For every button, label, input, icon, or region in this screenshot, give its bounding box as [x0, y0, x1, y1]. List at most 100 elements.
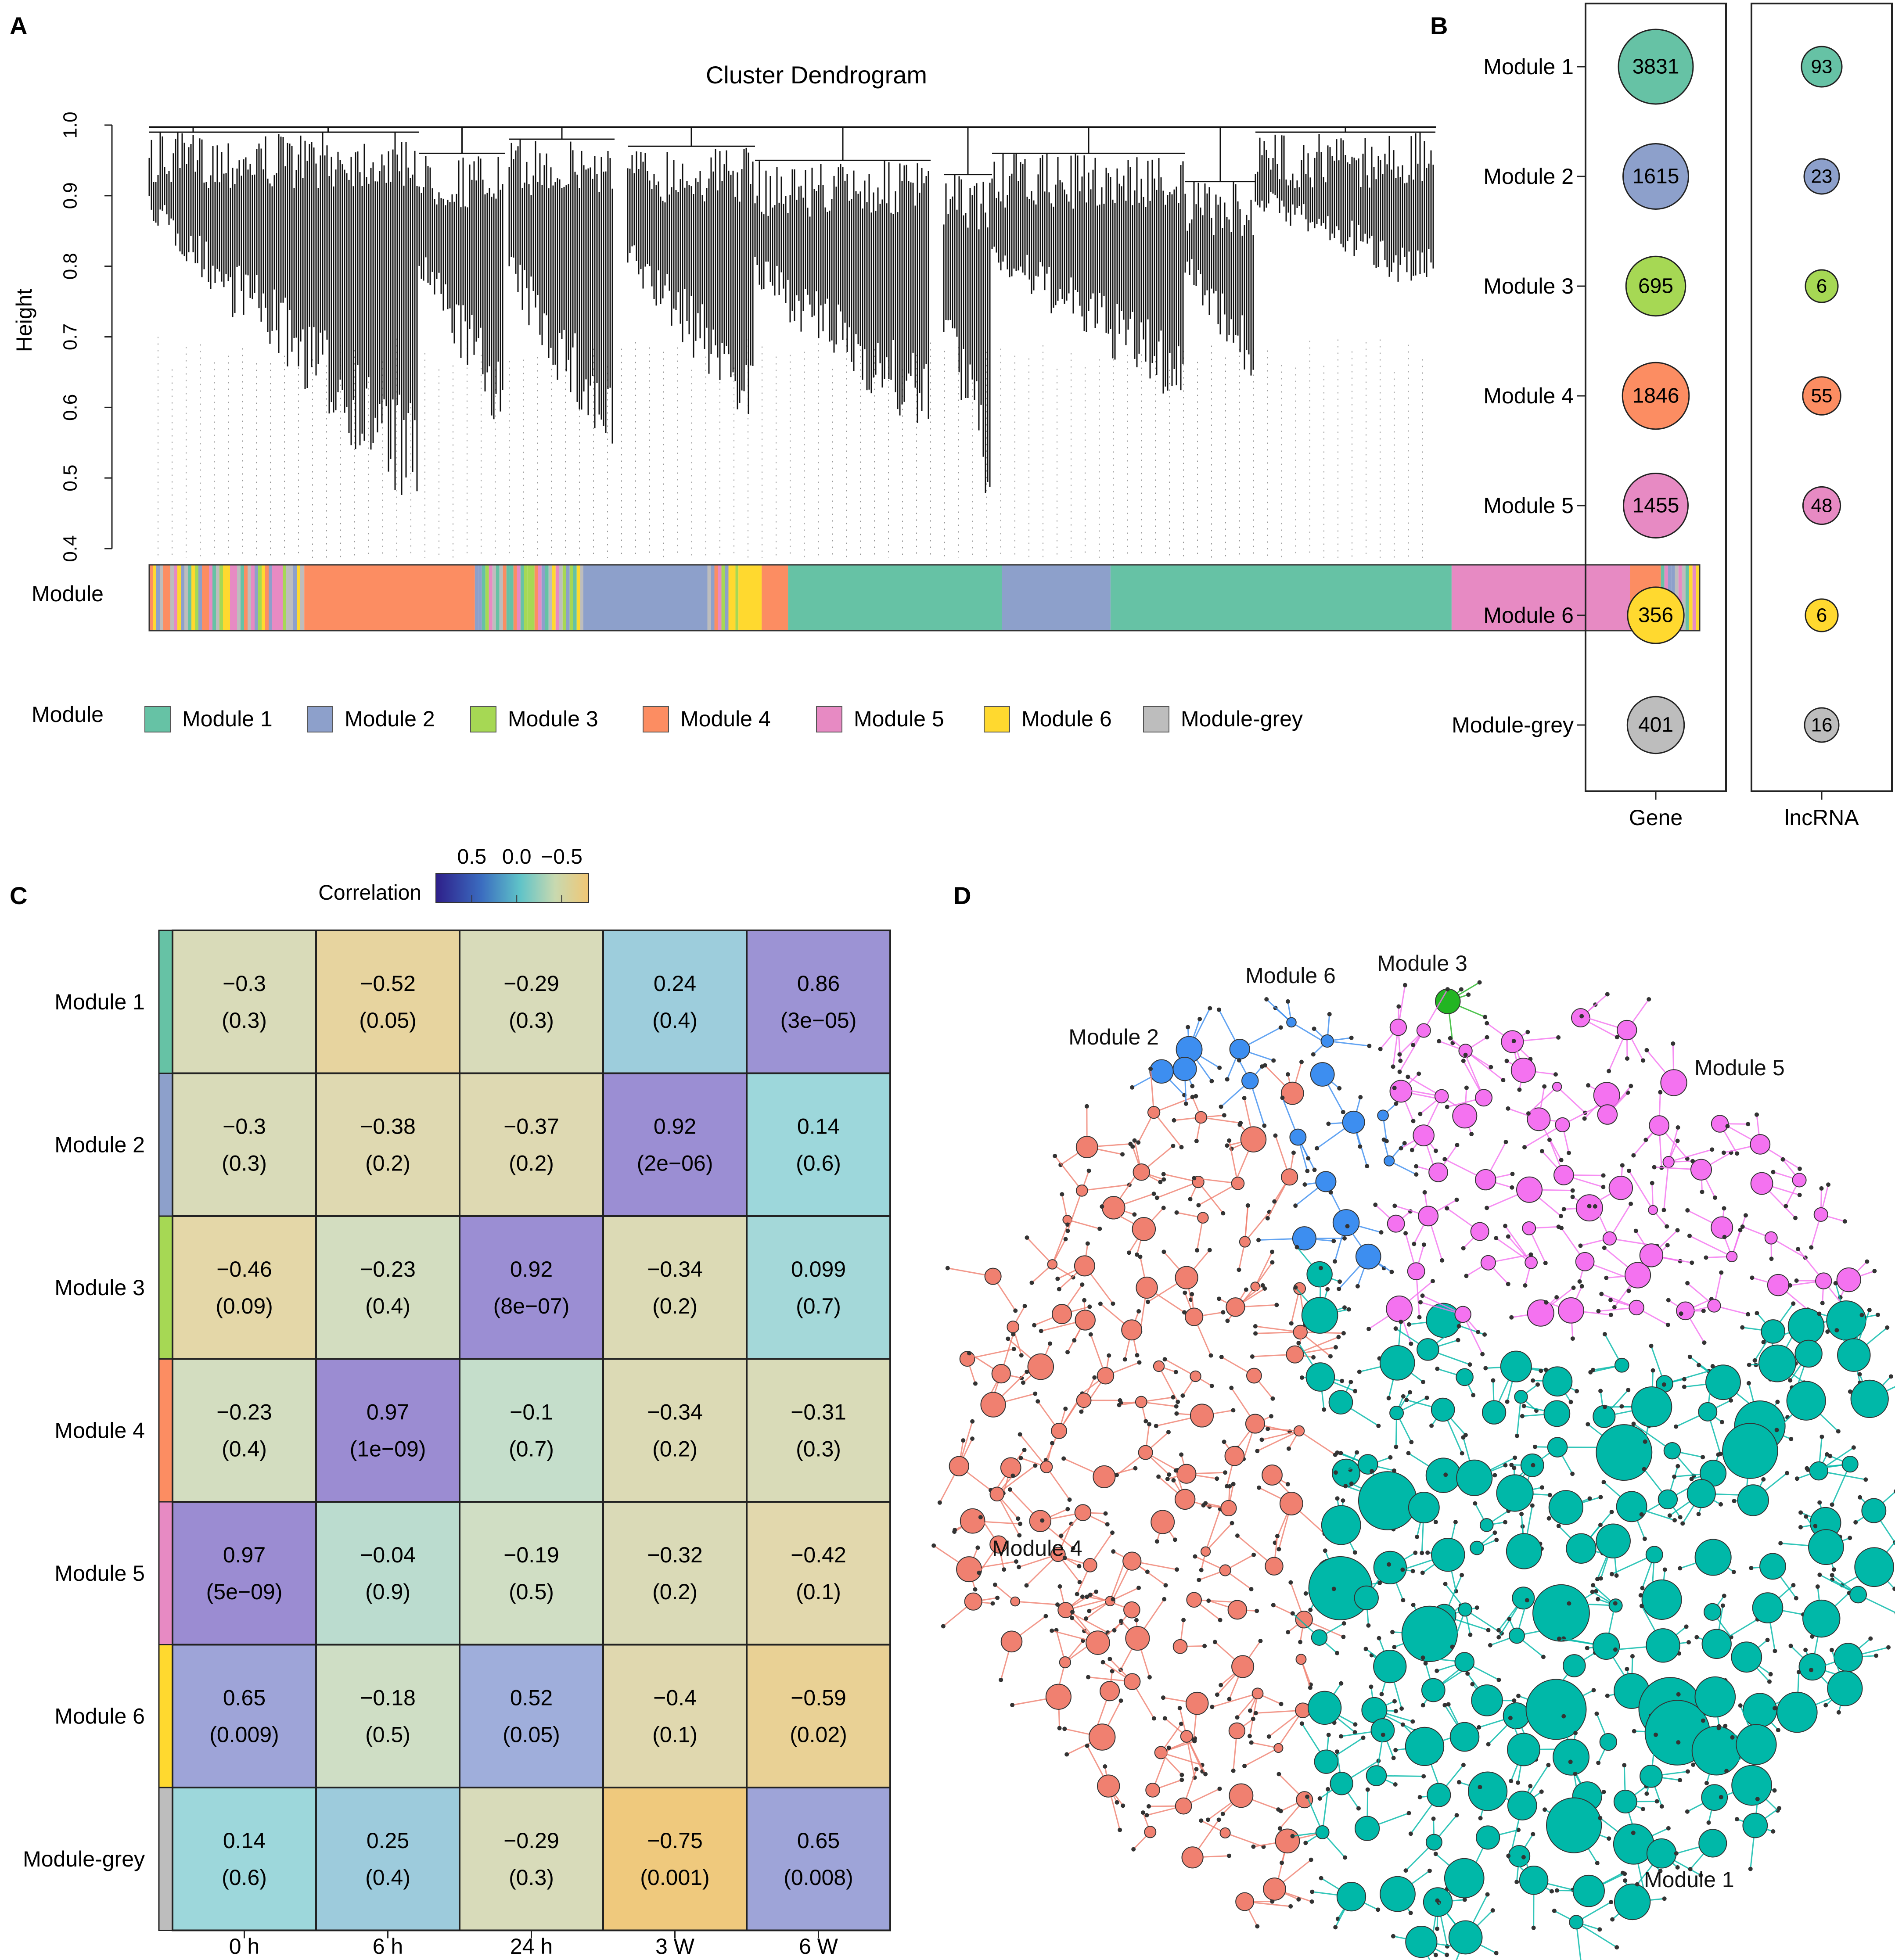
network-leaf-node — [1217, 1786, 1222, 1791]
network-leaf-node — [1622, 1871, 1627, 1876]
network-leaf-node — [1158, 1180, 1163, 1185]
heatmap-cell-value: 0.099 — [791, 1257, 846, 1282]
network-leaf-node — [1796, 1247, 1801, 1252]
network-leaf-node — [1679, 1311, 1683, 1316]
network-leaf-node — [1504, 1059, 1509, 1063]
network-leaf-node — [1445, 987, 1450, 992]
network-leaf-node — [1161, 1206, 1166, 1210]
y-tick-label: 0.4 — [60, 535, 81, 562]
network-leaf-node — [1408, 1831, 1413, 1836]
dot-gene — [1622, 362, 1690, 430]
network-hub-node — [1742, 1693, 1777, 1728]
network-leaf-node — [1539, 1149, 1544, 1153]
network-leaf-node — [1311, 1052, 1316, 1057]
network-leaf-node — [1352, 1550, 1357, 1555]
network-leaf-node — [1825, 1329, 1830, 1334]
network-leaf-node — [1111, 1597, 1115, 1601]
heatmap-cell-pvalue: (0.3) — [509, 1008, 554, 1033]
network-hub-node — [1405, 1727, 1445, 1766]
network-leaf-node — [1570, 1472, 1575, 1476]
network-leaf-node — [1244, 1287, 1248, 1292]
network-leaf-node — [1103, 1511, 1108, 1516]
network-leaf-node — [1140, 1810, 1145, 1815]
network-hub-node — [1292, 1226, 1316, 1251]
network-leaf-node — [1561, 1207, 1566, 1212]
network-leaf-node — [1614, 1573, 1619, 1578]
network-leaf-node — [1480, 1352, 1485, 1357]
network-leaf-node — [1397, 1052, 1402, 1057]
network-leaf-node — [1516, 1781, 1521, 1785]
network-leaf-node — [1477, 980, 1482, 985]
network-hub-node — [1185, 1691, 1209, 1715]
network-leaf-node — [1607, 1836, 1611, 1841]
dot-lncrna — [1805, 598, 1839, 632]
network-leaf-node — [1421, 1242, 1426, 1247]
network-edge — [1557, 1086, 1586, 1113]
module-bar-stripe — [714, 565, 718, 631]
module-bar-stripe — [286, 565, 290, 631]
network-leaf-node — [1019, 1353, 1024, 1358]
colorbar — [435, 873, 589, 903]
heatmap-cell-pvalue: (0.4) — [652, 1008, 698, 1033]
network-hub-node — [1645, 1546, 1663, 1564]
network-edge — [1164, 1358, 1196, 1377]
network-leaf-node — [1489, 1065, 1493, 1070]
network-hub-node — [1764, 1231, 1778, 1245]
network-leaf-node — [1598, 1389, 1603, 1393]
network-leaf-node — [1509, 1779, 1514, 1784]
module-bar-stripe — [1696, 565, 1700, 631]
network-leaf-node — [1132, 1212, 1137, 1217]
network-hub-node — [1711, 1216, 1733, 1239]
network-hub-node — [1507, 1733, 1540, 1766]
network-leaf-node — [1338, 1734, 1343, 1739]
module-bar-stripe — [272, 565, 276, 631]
network-leaf-node — [1573, 1771, 1578, 1776]
heatmap-cell-value: 0.14 — [797, 1114, 840, 1138]
network-leaf-node — [1429, 1423, 1434, 1428]
network-leaf-node — [1732, 1499, 1737, 1504]
network-leaf-node — [990, 1601, 995, 1606]
network-leaf-node — [1507, 1617, 1512, 1622]
network-leaf-node — [1410, 1148, 1414, 1152]
network-edge — [1205, 1522, 1233, 1552]
network-leaf-node — [1442, 1157, 1447, 1162]
network-hub-node — [1596, 1523, 1631, 1559]
network-hub-node — [1407, 1262, 1425, 1281]
network-leaf-node — [1631, 1422, 1636, 1426]
network-leaf-node — [1813, 1524, 1818, 1529]
network-hub-node — [1377, 1109, 1389, 1121]
network-leaf-node — [1525, 1598, 1529, 1603]
network-hub-node — [1802, 1599, 1841, 1638]
network-leaf-node — [1013, 1308, 1018, 1313]
network-leaf-node — [1647, 997, 1651, 1002]
network-leaf-node — [1819, 1434, 1824, 1439]
network-hub-node — [1646, 1838, 1677, 1869]
network-leaf-node — [1057, 1584, 1062, 1589]
network-leaf-node — [1121, 1803, 1125, 1808]
network-edge — [1067, 1190, 1083, 1231]
heatmap-cell — [172, 1072, 317, 1217]
network-leaf-node — [1118, 1827, 1122, 1832]
heatmap-cell — [172, 1644, 317, 1788]
network-hub-node — [1616, 1491, 1647, 1522]
network-leaf-node — [1702, 1340, 1707, 1345]
network-leaf-node — [1586, 1083, 1591, 1088]
network-leaf-node — [1595, 1861, 1600, 1866]
network-hub-node — [1075, 1310, 1096, 1331]
legend-label: Module 3 — [508, 707, 598, 731]
network-leaf-node — [1077, 1579, 1082, 1584]
network-leaf-node — [1665, 1224, 1669, 1229]
network-hub-node — [1007, 1321, 1020, 1333]
module-bar-stripe — [248, 565, 251, 631]
dot-gene — [1627, 586, 1685, 644]
network-leaf-node — [1392, 1699, 1397, 1704]
network-leaf-node — [1393, 1326, 1398, 1331]
network-leaf-node — [1437, 1039, 1442, 1044]
heatmap-cell-value: −0.46 — [216, 1257, 272, 1282]
network-leaf-node — [1063, 1406, 1068, 1411]
network-leaf-node — [1608, 1313, 1613, 1317]
network-leaf-node — [1746, 1312, 1751, 1317]
network-hub-node — [1649, 1115, 1669, 1136]
network-leaf-node — [1033, 1391, 1038, 1396]
